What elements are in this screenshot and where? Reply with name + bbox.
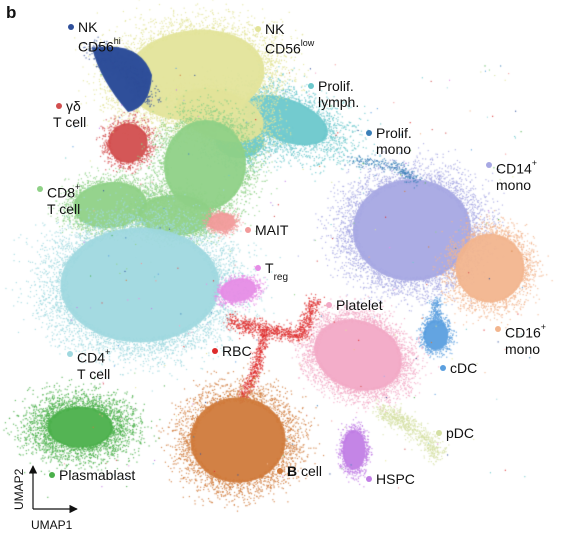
y-axis-title: UMAP2 — [12, 468, 26, 510]
label-pdc: pDC — [436, 425, 474, 441]
panel-letter: b — [6, 3, 17, 22]
label-mait: MAIT — [245, 222, 288, 238]
label-rbc: RBC — [212, 343, 252, 359]
label-nk-cd56hi: NK CD56hi — [68, 19, 121, 55]
label-b-cell: B cell — [277, 463, 322, 479]
dot-prolif-mono — [366, 130, 372, 136]
label-treg: Treg — [255, 260, 288, 283]
dot-gd-t-cell — [56, 103, 62, 109]
dot-cd14-mono — [486, 162, 492, 168]
label-cd16-mono: CD16+ mono — [495, 321, 546, 357]
label-plasmablast: Plasmablast — [49, 467, 135, 483]
label-hspc: HSPC — [366, 471, 415, 487]
dot-platelet — [326, 302, 332, 308]
label-cd8-t-cell: CD8+ T cell — [37, 181, 80, 217]
dot-nk-cd56low — [255, 26, 261, 32]
dot-plasmablast — [49, 472, 55, 478]
dot-hspc — [366, 476, 372, 482]
label-prolif-mono: Prolif. mono — [366, 125, 412, 157]
label-prolif-lymph: Prolif. lymph. — [308, 78, 359, 110]
label-platelet: Platelet — [326, 297, 383, 313]
dot-treg — [255, 265, 261, 271]
dot-nk-cd56hi — [68, 24, 74, 30]
dot-mait — [245, 227, 251, 233]
dot-cdc — [440, 365, 446, 371]
x-axis-title: UMAP1 — [31, 518, 73, 532]
dot-prolif-lymph — [308, 83, 314, 89]
dot-b-cell — [277, 468, 283, 474]
dot-cd4-t-cell — [67, 351, 73, 357]
dot-pdc — [436, 430, 442, 436]
dot-cd8-t-cell — [37, 186, 43, 192]
dot-cd16-mono — [495, 326, 501, 332]
label-cd4-t-cell: CD4+ T cell — [67, 346, 110, 382]
label-cdc: cDC — [440, 360, 477, 376]
dot-rbc — [212, 348, 218, 354]
label-nk-cd56low: NK CD56low — [255, 21, 314, 57]
label-gd-t-cell: γδ T cell — [53, 98, 87, 130]
label-cd14-mono: CD14+ mono — [486, 157, 537, 193]
